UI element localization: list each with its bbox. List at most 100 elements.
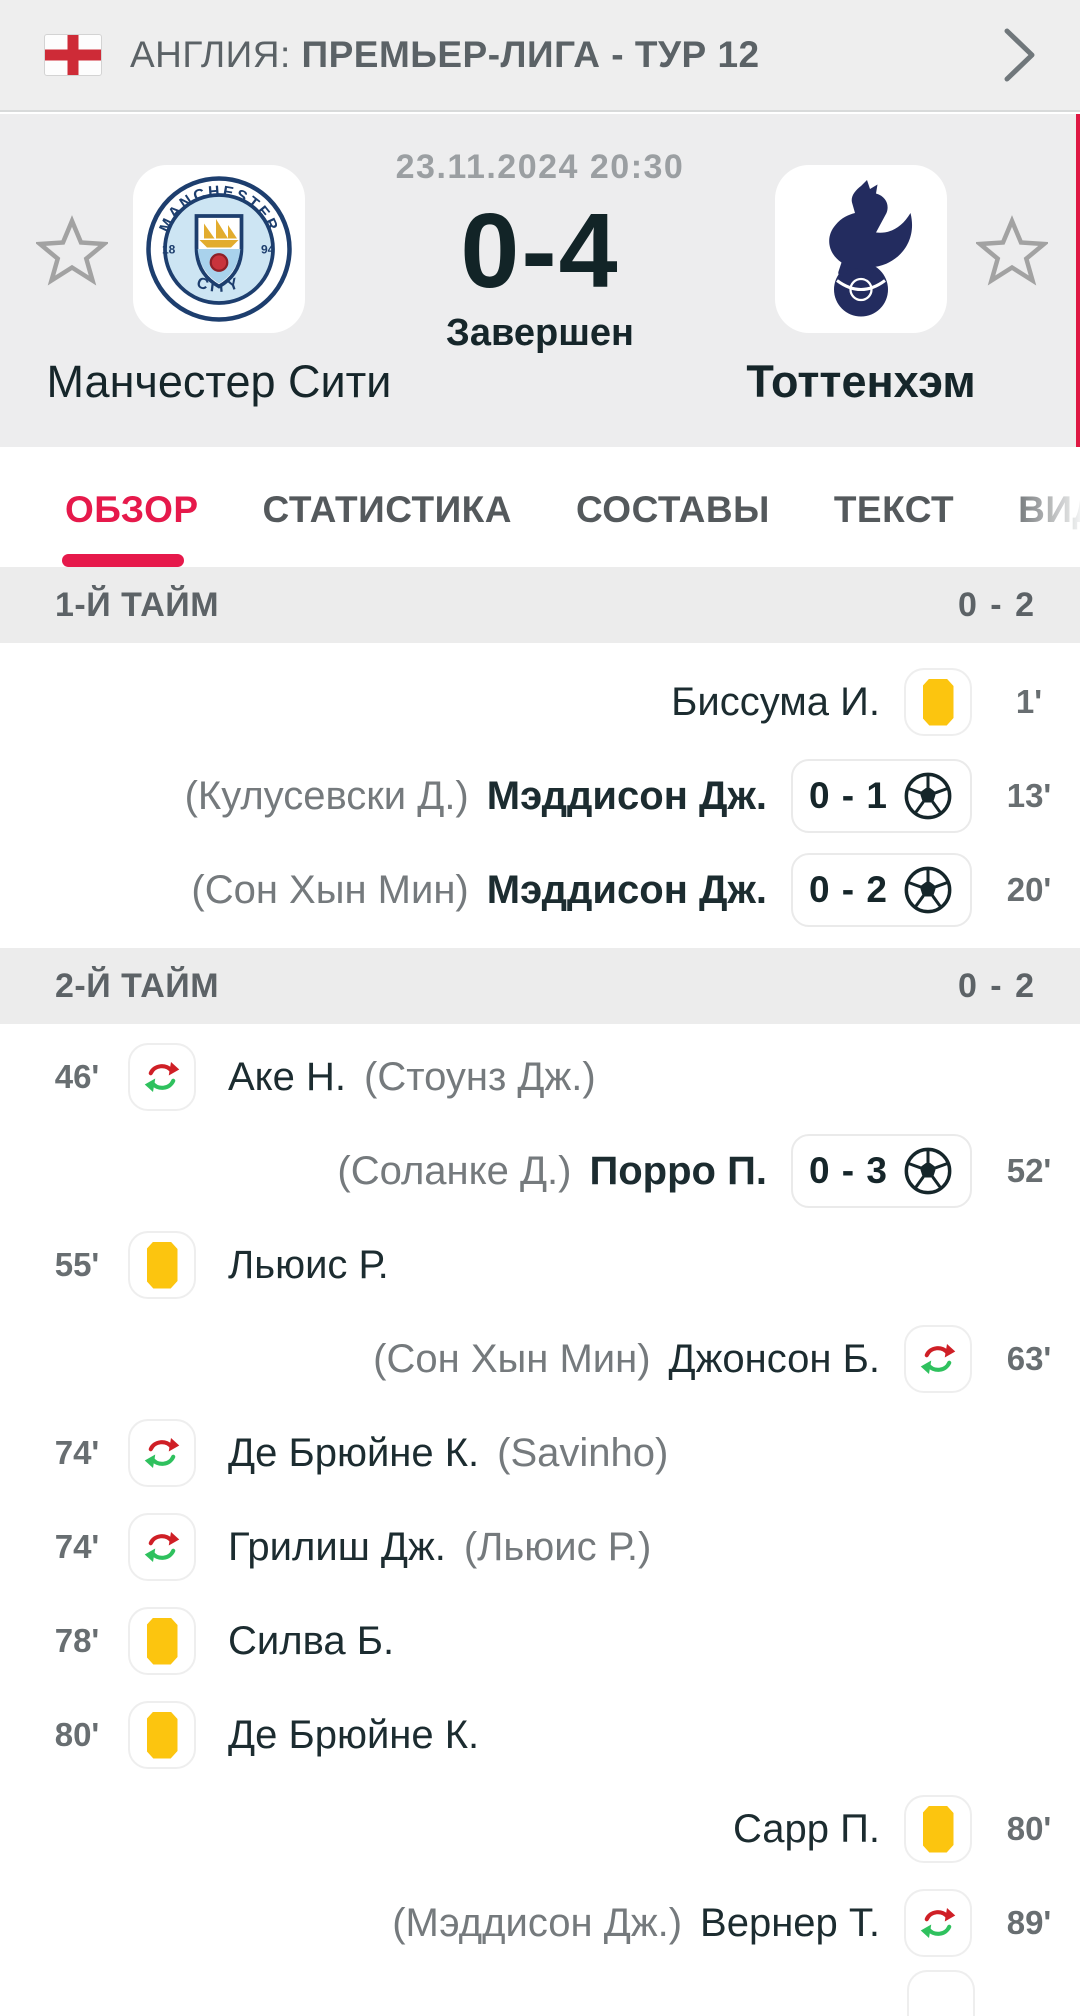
yellow-card-pill [128, 1701, 196, 1769]
svg-text:18: 18 [162, 243, 176, 257]
tab-видео[interactable]: ВИДЕО [1018, 489, 1080, 530]
assist-name: (Соланке Д.) [337, 1148, 572, 1193]
player-name: Вернер Т. [700, 1900, 880, 1945]
tab-текст[interactable]: ТЕКСТ [833, 489, 955, 530]
partial-next-event-icon [907, 1970, 975, 2016]
player-name: Грилиш Дж. [228, 1524, 446, 1569]
home-team-logo[interactable]: MANCHESTER CITY 18 94 [133, 165, 305, 333]
soccer-ball-icon [904, 866, 952, 914]
favorite-star-home-icon[interactable] [36, 214, 108, 286]
league-competition: ПРЕМЬЕР-ЛИГА - ТУР 12 [301, 34, 760, 75]
goal-score: 0 - 3 [808, 1150, 888, 1191]
event-row-substitution: (Мэддисон Дж.) Вернер Т. 89' [0, 1876, 1080, 1970]
event-minute: 46' [54, 1058, 100, 1095]
match-score: 0-4 [460, 192, 620, 310]
yellow-card-icon [146, 1241, 178, 1289]
event-minute: 1' [1015, 683, 1043, 720]
match-datetime: 23.11.2024 20:30 [395, 148, 685, 186]
event-row-yellow-card: Биссума И. 1' [0, 655, 1080, 749]
assist-name: (Кулусевски Д.) [184, 773, 469, 818]
timeline: 1-Й ТАЙМ 0 - 2 Биссума И. 1' (Кулусевски Д… [0, 567, 1080, 1970]
assist-name: (Сон Хын Мин) [191, 867, 469, 912]
home-team-name: Манчестер Сити [46, 356, 392, 407]
goal-pill: 0 - 3 [790, 1134, 972, 1208]
substitution-icon [144, 1532, 180, 1562]
soccer-ball-icon [904, 1147, 952, 1195]
player-name: Сарр П. [732, 1806, 880, 1851]
event-row-goal: (Кулусевски Д.) Мэддисон Дж. 0 - 1 13' [0, 749, 1080, 843]
player-name: Аке Н. [228, 1054, 346, 1099]
event-minute: 80' [54, 1716, 100, 1753]
substitution-pill [128, 1419, 196, 1487]
yellow-card-icon [146, 1711, 178, 1759]
league-country: АНГЛИЯ: [130, 34, 291, 75]
substitution-pill [128, 1043, 196, 1111]
event-row-substitution: (Сон Хын Мин) Джонсон Б. 63' [0, 1312, 1080, 1406]
yellow-card-icon [922, 678, 954, 726]
tottenham-crest-icon [829, 180, 913, 317]
player-name: Биссума И. [671, 679, 880, 724]
event-row-yellow-card: 55' Льюис Р. [0, 1218, 1080, 1312]
event-minute: 74' [54, 1434, 100, 1471]
event-group-1: Биссума И. 1' (Кулусевски Д.) Мэддисон Дж.… [0, 643, 1080, 948]
player-name: Джонсон Б. [668, 1336, 880, 1381]
favorite-star-away-icon[interactable] [976, 214, 1048, 286]
event-row-substitution: 74' Де Брюйне К. (Savinho) [0, 1406, 1080, 1500]
player-name: Силва Б. [228, 1618, 395, 1663]
player-name: Де Брюйне К. [228, 1430, 480, 1475]
tab-статистика[interactable]: СТАТИСТИКА [262, 489, 512, 530]
assist-name: (Мэддисон Дж.) [392, 1900, 683, 1945]
assist-name: (Сон Хын Мин) [373, 1336, 651, 1381]
goal-pill: 0 - 1 [790, 759, 972, 833]
tab-обзор[interactable]: ОБЗОР [65, 489, 199, 530]
substitution-pill [904, 1889, 972, 1957]
active-tab-underline [62, 554, 184, 567]
yellow-card-icon [146, 1617, 178, 1665]
period-header-2: 2-Й ТАЙМ 0 - 2 [0, 948, 1080, 1024]
soccer-ball-icon [904, 772, 952, 820]
assist-name: (Льюис Р.) [463, 1524, 652, 1569]
player-name: Льюис Р. [228, 1242, 389, 1287]
away-team-name: Тоттенхэм [746, 356, 976, 407]
event-group-2: 46' Аке Н. (Стоунз Дж.) (Соланке Д.) Порро … [0, 1024, 1080, 1970]
period-header-1: 1-Й ТАЙМ 0 - 2 [0, 567, 1080, 643]
event-row-goal: (Сон Хын Мин) Мэддисон Дж. 0 - 2 20' [0, 843, 1080, 937]
period-title: 2-Й ТАЙМ [55, 966, 220, 1005]
substitution-icon [144, 1438, 180, 1468]
event-row-yellow-card: Сарр П. 80' [0, 1782, 1080, 1876]
yellow-card-pill [128, 1607, 196, 1675]
event-minute: 89' [1006, 1904, 1052, 1941]
event-minute: 74' [54, 1528, 100, 1565]
period-title: 1-Й ТАЙМ [55, 585, 220, 624]
goal-score: 0 - 1 [808, 775, 888, 816]
yellow-card-pill [904, 1795, 972, 1863]
event-row-substitution: 74' Грилиш Дж. (Льюис Р.) [0, 1500, 1080, 1594]
event-minute: 13' [1006, 777, 1052, 814]
substitution-icon [144, 1062, 180, 1092]
england-flag-icon [44, 34, 102, 76]
assist-name: (Стоунз Дж.) [364, 1054, 596, 1099]
goal-pill: 0 - 2 [790, 853, 972, 927]
event-row-yellow-card: 80' Де Брюйне К. [0, 1688, 1080, 1782]
event-row-substitution: 46' Аке Н. (Стоунз Дж.) [0, 1030, 1080, 1124]
substitution-pill [128, 1513, 196, 1581]
manchester-city-crest-icon: MANCHESTER CITY 18 94 [146, 176, 292, 322]
assist-name: (Savinho) [497, 1430, 669, 1475]
away-team-logo[interactable] [775, 165, 947, 333]
tab-составы[interactable]: СОСТАВЫ [576, 489, 770, 530]
yellow-card-pill [904, 668, 972, 736]
event-row-goal: (Соланке Д.) Порро П. 0 - 3 52' [0, 1124, 1080, 1218]
event-minute: 20' [1006, 871, 1052, 908]
league-title: АНГЛИЯ: ПРЕМЬЕР-ЛИГА - ТУР 12 [130, 34, 760, 76]
event-minute: 63' [1006, 1340, 1052, 1377]
league-bar[interactable]: АНГЛИЯ: ПРЕМЬЕР-ЛИГА - ТУР 12 [0, 0, 1080, 112]
chevron-right-icon[interactable] [1000, 24, 1040, 86]
tabs-list: ОБЗОР СТАТИСТИКА СОСТАВЫ ТЕКСТ ВИДЕО [0, 447, 1080, 531]
substitution-icon [920, 1908, 956, 1938]
player-name: Мэддисон Дж. [486, 867, 767, 912]
event-minute: 52' [1006, 1152, 1052, 1189]
event-row-yellow-card: 78' Силва Б. [0, 1594, 1080, 1688]
event-minute: 78' [54, 1622, 100, 1659]
match-status: Завершен [446, 312, 634, 354]
period-score: 0 - 2 [957, 966, 1036, 1005]
